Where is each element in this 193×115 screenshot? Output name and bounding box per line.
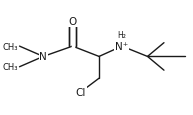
- Text: CH₃: CH₃: [2, 42, 18, 51]
- Text: N: N: [39, 52, 47, 62]
- Text: CH₃: CH₃: [2, 63, 18, 72]
- Text: H₂: H₂: [118, 31, 126, 40]
- Text: O: O: [69, 17, 77, 27]
- Text: Cl: Cl: [76, 87, 86, 97]
- Text: N⁺: N⁺: [115, 42, 129, 52]
